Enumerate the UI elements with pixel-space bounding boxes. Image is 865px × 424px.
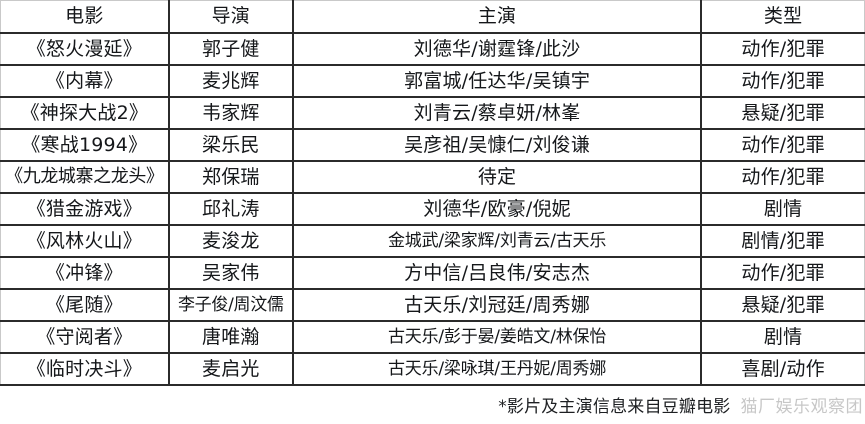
cell-director: 麦启光	[167, 351, 294, 386]
table-row: 《风林火山》 麦浚龙 金城武/梁家辉/刘青云/古天乐 剧情/犯罪	[0, 223, 865, 258]
cell-director: 李子俊/周汶儒	[167, 287, 294, 322]
cell-director: 郑保瑞	[167, 159, 294, 194]
cell-genre: 动作/犯罪	[700, 159, 865, 194]
table-row: 《九龙城寨之龙头》 郑保瑞 待定 动作/犯罪	[0, 159, 865, 194]
cell-cast: 郭富城/任达华/吴镇宇	[291, 63, 703, 98]
cell-title: 《寒战1994》	[0, 127, 170, 162]
cell-title: 《内幕》	[0, 63, 170, 98]
cell-genre: 动作/犯罪	[700, 255, 865, 290]
table-row: 《守阅者》 唐唯瀚 古天乐/彭于晏/姜皓文/林保怡 剧情	[0, 319, 865, 354]
cell-title: 《猎金游戏》	[0, 191, 170, 226]
source-note: *影片及主演信息来自豆瓣电影	[498, 397, 731, 417]
table-row: 《内幕》 麦兆辉 郭富城/任达华/吴镇宇 动作/犯罪	[0, 63, 865, 98]
cell-genre: 悬疑/犯罪	[700, 287, 865, 322]
cell-title: 《尾随》	[0, 287, 170, 322]
table-row: 《神探大战2》 韦家辉 刘青云/蔡卓妍/林峯 悬疑/犯罪	[0, 95, 865, 130]
cell-title: 《神探大战2》	[0, 95, 170, 130]
cell-cast: 古天乐/刘冠廷/周秀娜	[291, 287, 703, 322]
cell-director: 吴家伟	[167, 255, 294, 290]
table-row: 《尾随》 李子俊/周汶儒 古天乐/刘冠廷/周秀娜 悬疑/犯罪	[0, 287, 865, 322]
cell-title: 《临时决斗》	[0, 351, 170, 386]
cell-cast: 方中信/吕良伟/安志杰	[291, 255, 703, 290]
cell-title: 《九龙城寨之龙头》	[0, 159, 170, 194]
cell-genre: 剧情	[700, 191, 865, 226]
cell-genre: 喜剧/动作	[700, 351, 865, 386]
cell-title: 《冲锋》	[0, 255, 170, 290]
cell-director: 麦浚龙	[167, 223, 294, 258]
cell-cast: 刘德华/欧豪/倪妮	[291, 191, 703, 226]
cell-cast: 刘青云/蔡卓妍/林峯	[291, 95, 703, 130]
watermark-text: 猫厂娱乐观察团	[740, 397, 863, 417]
cell-cast: 古天乐/彭于晏/姜皓文/林保怡	[291, 319, 703, 354]
table-row: 《寒战1994》 梁乐民 吴彦祖/吴慷仁/刘俊谦 动作/犯罪	[0, 127, 865, 162]
cell-genre: 动作/犯罪	[700, 31, 865, 66]
cell-director: 郭子健	[167, 31, 294, 66]
footnote-row: *影片及主演信息来自豆瓣电影 猫厂娱乐观察团	[0, 385, 865, 424]
table-header: 电影 导演 主演 类型	[0, 0, 865, 34]
cell-director: 梁乐民	[167, 127, 294, 162]
cell-cast: 待定	[291, 159, 703, 194]
cell-director: 韦家辉	[167, 95, 294, 130]
table-row: 《冲锋》 吴家伟 方中信/吕良伟/安志杰 动作/犯罪	[0, 255, 865, 290]
column-header-genre: 类型	[700, 0, 865, 34]
table-row: 《猎金游戏》 邱礼涛 刘德华/欧豪/倪妮 剧情	[0, 191, 865, 226]
column-header-director: 导演	[167, 0, 294, 34]
cell-cast: 金城武/梁家辉/刘青云/古天乐	[291, 223, 703, 258]
cell-director: 唐唯瀚	[167, 319, 294, 354]
cell-genre: 动作/犯罪	[700, 127, 865, 162]
cell-genre: 剧情/犯罪	[700, 223, 865, 258]
table-row: 《临时决斗》 麦启光 古天乐/梁咏琪/王丹妮/周秀娜 喜剧/动作	[0, 351, 865, 386]
cell-cast: 刘德华/谢霆锋/此沙	[291, 31, 703, 66]
cell-title: 《守阅者》	[0, 319, 170, 354]
cell-genre: 剧情	[700, 319, 865, 354]
column-header-cast: 主演	[291, 0, 703, 34]
cell-cast: 古天乐/梁咏琪/王丹妮/周秀娜	[291, 351, 703, 386]
table-header-row: 电影 导演 主演 类型	[0, 0, 865, 34]
cell-director: 邱礼涛	[167, 191, 294, 226]
cell-title: 《风林火山》	[0, 223, 170, 258]
table-row: 《怒火漫延》 郭子健 刘德华/谢霆锋/此沙 动作/犯罪	[0, 31, 865, 66]
movie-table: 电影 导演 主演 类型 《怒火漫延》 郭子健 刘德华/谢霆锋/此沙 动作/犯罪 …	[0, 0, 865, 386]
cell-title: 《怒火漫延》	[0, 31, 170, 66]
column-header-title: 电影	[0, 0, 170, 34]
cell-director: 麦兆辉	[167, 63, 294, 98]
cell-genre: 动作/犯罪	[700, 63, 865, 98]
cell-cast: 吴彦祖/吴慷仁/刘俊谦	[291, 127, 703, 162]
table-body: 《怒火漫延》 郭子健 刘德华/谢霆锋/此沙 动作/犯罪 《内幕》 麦兆辉 郭富城…	[0, 31, 865, 386]
cell-genre: 悬疑/犯罪	[700, 95, 865, 130]
